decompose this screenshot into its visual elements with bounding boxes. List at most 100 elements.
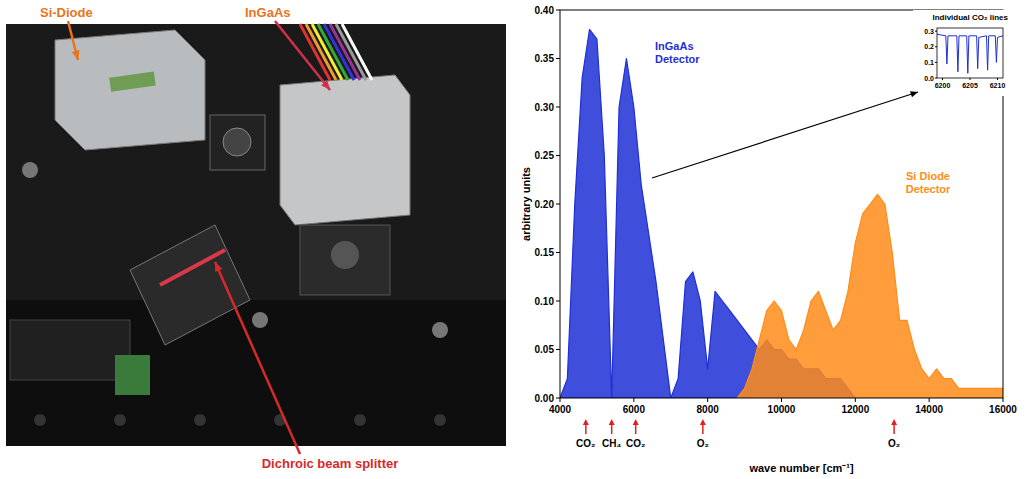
x-tick [560, 398, 561, 402]
arrow-head [215, 262, 222, 272]
x-axis-title: wave number [cm⁻¹] [748, 462, 854, 474]
si-diode-housing [55, 30, 205, 150]
band-arrow-head [583, 419, 589, 425]
band-marker: CO₂ [626, 419, 645, 449]
y-tick-label: 0.20 [535, 199, 555, 210]
pointer-line [652, 92, 918, 178]
table-hole [194, 414, 206, 426]
screw [432, 322, 448, 338]
beam-splitter-mount [130, 225, 250, 345]
y-tick [556, 10, 560, 11]
inset-y-tick-label: 0.0 [924, 75, 934, 82]
y-axis-title: arbitrary units [520, 167, 532, 241]
y-tick-label: 0.35 [535, 53, 555, 64]
y-tick-label: 0.10 [535, 296, 555, 307]
series-label-line: Si Diode [906, 170, 950, 182]
inset-x-tick-label: 6210 [990, 82, 1006, 89]
table-hole [34, 414, 46, 426]
inset-x-tick-label: 6200 [935, 82, 951, 89]
band-arrow-head [700, 419, 706, 425]
table-hole [114, 414, 126, 426]
ingaas-knob [331, 241, 359, 269]
arrow-line [215, 262, 300, 454]
inset-y-tick-label: 0.3 [924, 28, 934, 35]
y-tick-label: 0.15 [535, 247, 555, 258]
y-tick [556, 252, 560, 253]
x-tick [1003, 398, 1004, 402]
series-label: Si DiodeDetector [906, 170, 951, 195]
band-arrow-head [609, 419, 615, 425]
inset-x-tick [997, 78, 998, 80]
x-tick [707, 398, 708, 402]
inset-y-tick [935, 46, 937, 47]
photo-label: Dichroic beam splitter [262, 456, 399, 471]
x-tick-label: 12000 [841, 404, 869, 415]
ribbon-cable [336, 24, 366, 80]
band-marker: O₂ [888, 419, 900, 449]
inset-x-tick [942, 78, 943, 80]
band-label: O₂ [888, 438, 900, 449]
x-tick-label: 16000 [989, 404, 1017, 415]
mount-block [10, 320, 130, 380]
x-tick-label: 10000 [768, 404, 796, 415]
band-marker: O₂ [697, 419, 709, 449]
inset-y-tick [935, 62, 937, 63]
circuit-board [115, 355, 150, 395]
screw [22, 162, 38, 178]
band-arrow-head [633, 419, 639, 425]
y-tick [556, 301, 560, 302]
x-tick [781, 398, 782, 402]
photo-label: InGaAs [245, 5, 291, 20]
inset-title: Individual CO₂ lines [932, 13, 1008, 22]
inset-x-tick-label: 6205 [962, 82, 978, 89]
inset-frame [937, 28, 1003, 78]
spectrum [737, 194, 1003, 398]
series-label-line: InGaAs [655, 40, 694, 52]
arrow-line [275, 21, 330, 90]
lens-mount [210, 115, 265, 170]
x-tick-label: 14000 [915, 404, 943, 415]
x-tick [929, 398, 930, 402]
inset-pointer [652, 91, 918, 178]
x-tick [855, 398, 856, 402]
y-tick-label: 0.40 [535, 5, 555, 16]
inset-y-tick [935, 78, 937, 79]
series-label-line: Detector [906, 183, 951, 195]
pointer-head [910, 91, 918, 97]
x-tick-label: 6000 [623, 404, 646, 415]
band-label: O₂ [697, 438, 709, 449]
inset-data [937, 34, 1003, 73]
inset-background [913, 10, 1009, 96]
x-tick-label: 4000 [549, 404, 572, 415]
inset: Individual CO₂ lines6200620562100.00.10.… [913, 10, 1009, 96]
arrow-head [321, 80, 330, 90]
inset-line [937, 34, 1003, 73]
y-tick [556, 204, 560, 205]
lens [223, 128, 251, 156]
photo: Si-Diode InGaAs Dichroic beam splitter [6, 5, 506, 471]
y-tick [556, 349, 560, 350]
data-group [560, 29, 1003, 398]
band-marker: CO₂ [576, 419, 595, 449]
series-label: InGaAsDetector [655, 40, 700, 65]
y-tick-label: 0.30 [535, 102, 555, 113]
ingaas-mount [300, 225, 390, 295]
photo-label: Si-Diode [40, 5, 93, 20]
ribbon-cable [342, 24, 372, 80]
y-tick-label: 0.00 [535, 393, 555, 404]
table-hole [434, 414, 446, 426]
y-tick [556, 398, 560, 399]
band-label: CO₂ [576, 438, 595, 449]
screw [252, 312, 268, 328]
band-label: CO₂ [626, 438, 645, 449]
si-diode-label-plate [109, 72, 156, 92]
x-tick-label: 8000 [697, 404, 720, 415]
ingaas-housing [280, 75, 410, 225]
series-label-line: Detector [655, 53, 700, 65]
beam-splitter-glass [160, 250, 225, 285]
y-tick [556, 155, 560, 156]
band-arrow-head [891, 419, 897, 425]
photo-background [6, 24, 506, 446]
main-chart: 400060008000100001200014000160000.000.05… [520, 5, 1017, 475]
y-tick [556, 107, 560, 108]
